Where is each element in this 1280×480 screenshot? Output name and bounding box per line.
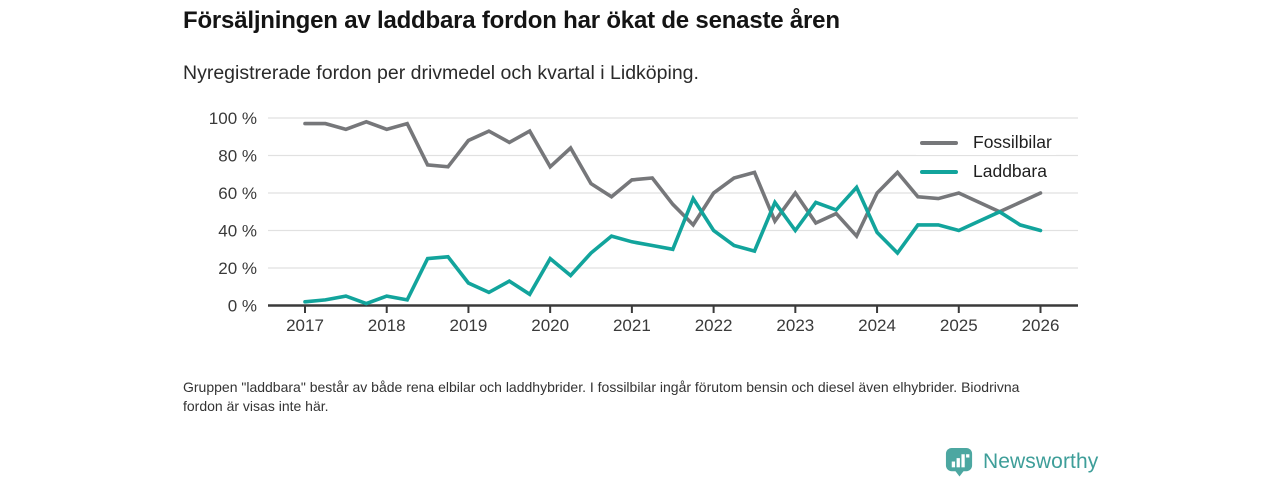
svg-text:2026: 2026 [1022,316,1060,335]
legend-item-fossilbilar: Fossilbilar [916,130,1056,155]
legend-label: Laddbara [973,161,1047,181]
gridlines [268,117,1078,269]
svg-text:2022: 2022 [695,316,733,335]
svg-text:2019: 2019 [450,316,488,335]
y-axis-labels: 0 % 20 % 40 % 60 % 80 % 100 % [209,109,257,316]
svg-text:2025: 2025 [940,316,978,335]
svg-text:80 %: 80 % [218,147,257,166]
chart-legend: Fossilbilar Laddbara [916,130,1056,184]
fossilbilar-line-swatch [920,140,958,145]
footnote: Gruppen "laddbara" består av både rena e… [183,379,1020,415]
bar-chart-pin-icon [945,447,973,477]
svg-text:60 %: 60 % [218,184,257,203]
svg-text:40 %: 40 % [218,222,257,241]
laddbara-line-swatch [920,169,958,174]
legend-label: Fossilbilar [973,132,1052,152]
svg-text:2020: 2020 [531,316,569,335]
svg-text:20 %: 20 % [218,259,257,278]
svg-text:2021: 2021 [613,316,651,335]
svg-text:2024: 2024 [858,316,896,335]
x-axis-labels: 2017 2018 2019 2020 2021 2022 2023 2024 2025 2026 [286,316,1059,335]
svg-text:2023: 2023 [776,316,814,335]
brand-name: Newsworthy [983,450,1099,473]
x-axis [268,304,1078,313]
newsworthy-logo: Newsworthy [944,446,1098,478]
svg-text:100 %: 100 % [209,109,257,128]
svg-text:2018: 2018 [368,316,406,335]
series-line-laddbara [303,184,1043,306]
svg-text:0 %: 0 % [228,297,257,316]
legend-item-laddbara: Laddbara [916,159,1056,184]
chart-title: Försäljningen av laddbara fordon har öka… [183,7,840,34]
svg-text:2017: 2017 [286,316,324,335]
chart-subtitle: Nyregistrerade fordon per drivmedel och … [183,62,699,84]
series-line-fossilbilar [303,119,1043,240]
